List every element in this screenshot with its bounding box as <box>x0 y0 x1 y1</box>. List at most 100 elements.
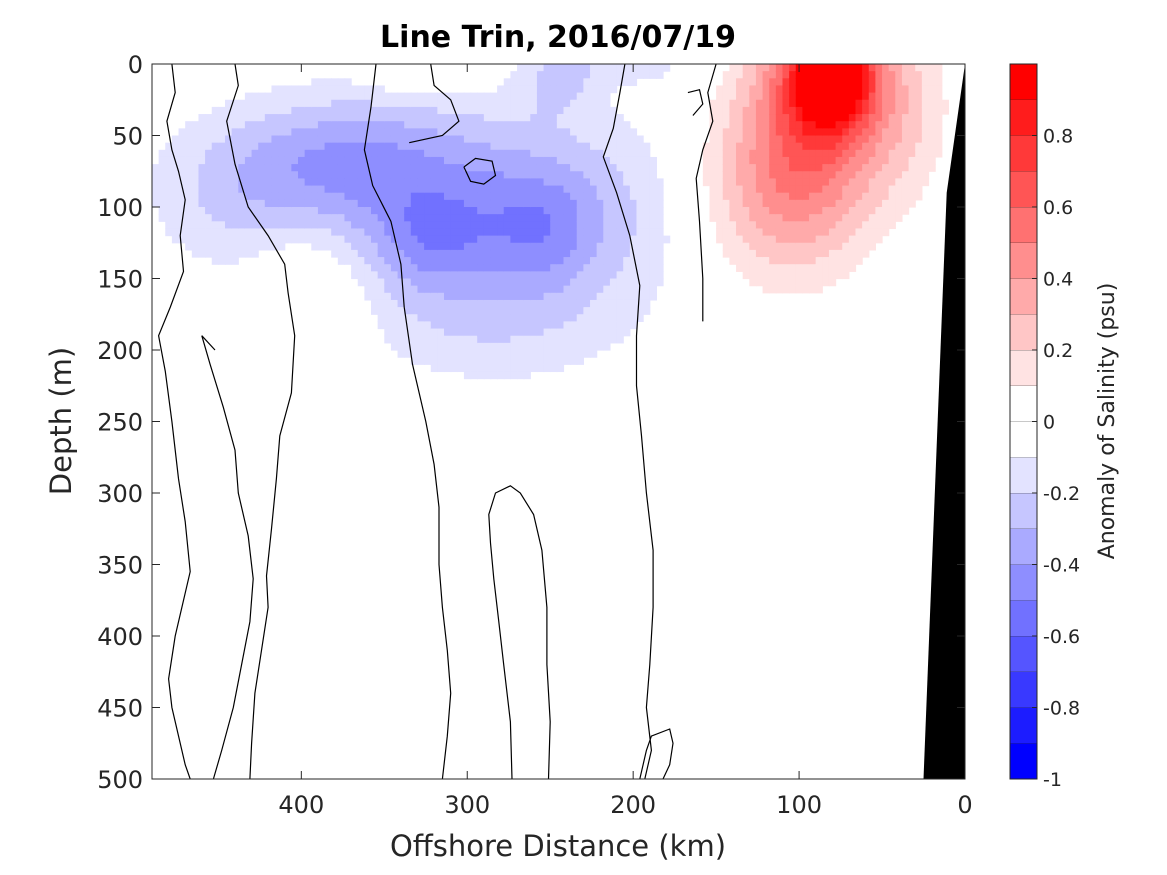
anomaly-cell <box>782 92 790 101</box>
anomaly-cell <box>636 178 644 187</box>
anomaly-cell <box>855 235 863 244</box>
anomaly-cell <box>517 142 525 151</box>
anomaly-cell <box>543 307 551 315</box>
anomaly-cell <box>311 164 319 172</box>
anomaly-cell <box>729 71 737 79</box>
anomaly-cell <box>371 92 379 101</box>
anomaly-cell <box>543 142 551 151</box>
anomaly-cell <box>271 135 279 144</box>
anomaly-cell <box>463 214 472 222</box>
anomaly-cell <box>736 178 744 187</box>
anomaly-cell <box>742 149 750 158</box>
anomaly-cell <box>716 149 724 158</box>
anomaly-cell <box>278 228 286 237</box>
anomaly-cell <box>702 149 711 158</box>
anomaly-cell <box>364 135 372 144</box>
anomaly-cell <box>444 121 452 129</box>
anomaly-cell <box>211 164 219 172</box>
anomaly-cell <box>908 92 916 101</box>
anomaly-cell <box>384 228 392 237</box>
anomaly-cell <box>523 99 531 108</box>
anomaly-cell <box>543 299 551 308</box>
anomaly-cell <box>470 285 478 294</box>
anomaly-cell <box>842 99 850 108</box>
anomaly-cell <box>789 85 797 94</box>
anomaly-cell <box>596 85 604 94</box>
anomaly-cell <box>410 214 419 222</box>
anomaly-cell <box>543 128 551 137</box>
anomaly-cell <box>782 121 790 129</box>
anomaly-cell <box>351 242 359 251</box>
anomaly-cell <box>510 185 518 194</box>
anomaly-cell <box>749 207 757 215</box>
anomaly-cell <box>304 185 312 194</box>
anomaly-cell <box>822 192 830 201</box>
anomaly-cell <box>364 285 372 294</box>
anomaly-cell <box>755 199 764 208</box>
anomaly-cell <box>722 235 730 244</box>
anomaly-cell <box>888 92 896 101</box>
anomaly-cell <box>702 164 711 172</box>
anomaly-cell <box>563 357 571 365</box>
anomaly-cell <box>390 178 399 187</box>
anomaly-cell <box>490 221 498 230</box>
anomaly-cell <box>390 99 399 108</box>
anomaly-cell <box>317 149 326 158</box>
anomaly-cell <box>517 99 525 108</box>
anomaly-cell <box>895 214 903 222</box>
anomaly-cell <box>629 228 638 237</box>
anomaly-cell <box>278 114 286 122</box>
anomaly-cell <box>762 171 770 179</box>
anomaly-cell <box>636 142 644 151</box>
anomaly-cell <box>171 178 180 187</box>
anomaly-cell <box>609 321 618 330</box>
anomaly-cell <box>298 156 306 165</box>
anomaly-cell <box>483 92 492 101</box>
anomaly-cell <box>470 114 478 122</box>
anomaly-cell <box>716 192 724 201</box>
anomaly-cell <box>384 242 392 251</box>
anomaly-cell <box>225 156 233 165</box>
anomaly-cell <box>576 264 584 272</box>
anomaly-cell <box>430 114 438 122</box>
anomaly-cell <box>729 178 737 187</box>
anomaly-cell <box>477 192 485 201</box>
anomaly-cell <box>351 142 359 151</box>
plot-area: 400 300 200 100 0 05010015020025030035040045… <box>97 51 972 819</box>
anomaly-cell <box>517 371 525 380</box>
anomaly-cell <box>921 85 930 94</box>
anomaly-cell <box>782 149 790 158</box>
anomaly-cell <box>517 249 525 258</box>
anomaly-cell <box>835 214 843 222</box>
anomaly-cell <box>530 235 538 244</box>
anomaly-cell <box>463 164 472 172</box>
anomaly-cell <box>231 149 239 158</box>
anomaly-cell <box>251 199 259 208</box>
anomaly-cell <box>331 149 339 158</box>
anomaly-cell <box>835 156 843 165</box>
anomaly-cell <box>596 342 604 351</box>
anomaly-cell <box>736 106 744 115</box>
anomaly-cell <box>424 92 432 101</box>
anomaly-cell <box>643 292 651 301</box>
anomaly-cell <box>251 128 259 137</box>
anomaly-cell <box>609 242 618 251</box>
anomaly-cell <box>231 228 239 237</box>
anomaly-cell <box>550 178 558 187</box>
anomaly-cell <box>556 299 565 308</box>
colorbar-swatches <box>1010 63 1037 779</box>
anomaly-cell <box>742 164 750 172</box>
anomaly-cell <box>185 142 193 151</box>
anomaly-cell <box>855 114 863 122</box>
anomaly-cell <box>211 135 219 144</box>
anomaly-cell <box>563 328 571 337</box>
anomaly-cell <box>397 299 405 308</box>
anomaly-cell <box>536 314 545 322</box>
anomaly-cell <box>556 242 565 251</box>
anomaly-cell <box>895 78 903 87</box>
anomaly-cell <box>802 207 810 215</box>
anomaly-cell <box>530 142 538 151</box>
anomaly-cell <box>629 257 638 265</box>
anomaly-cell <box>317 92 326 101</box>
anomaly-cell <box>882 221 890 230</box>
